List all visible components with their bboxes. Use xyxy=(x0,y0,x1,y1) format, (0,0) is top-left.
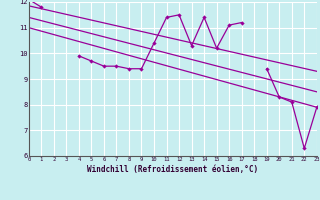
X-axis label: Windchill (Refroidissement éolien,°C): Windchill (Refroidissement éolien,°C) xyxy=(87,165,258,174)
